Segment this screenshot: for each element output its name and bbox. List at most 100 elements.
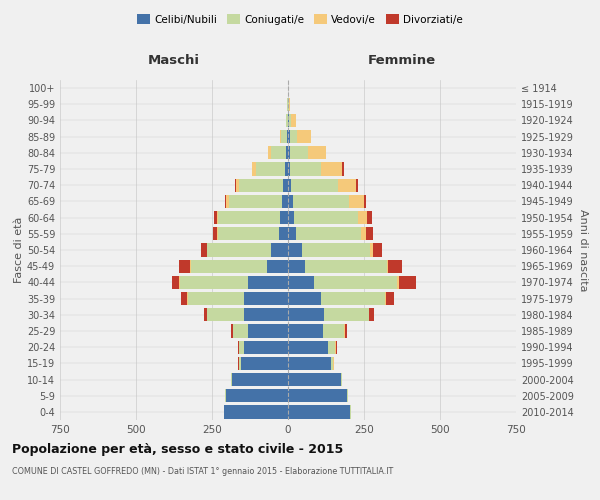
Bar bbox=[344, 324, 345, 338]
Y-axis label: Anni di nascita: Anni di nascita bbox=[578, 208, 587, 291]
Bar bbox=[361, 227, 367, 240]
Bar bbox=[367, 227, 373, 240]
Bar bbox=[387, 260, 388, 273]
Bar bbox=[238, 356, 239, 370]
Bar bbox=[280, 130, 281, 143]
Bar bbox=[181, 292, 187, 305]
Bar bbox=[238, 340, 239, 354]
Bar bbox=[293, 195, 349, 208]
Bar bbox=[288, 308, 325, 322]
Bar bbox=[308, 146, 326, 160]
Bar bbox=[285, 162, 288, 175]
Bar bbox=[288, 260, 305, 273]
Bar bbox=[368, 308, 369, 322]
Bar bbox=[179, 260, 190, 273]
Bar bbox=[314, 276, 397, 289]
Bar bbox=[244, 292, 288, 305]
Bar bbox=[281, 130, 287, 143]
Bar bbox=[225, 195, 226, 208]
Bar bbox=[297, 130, 311, 143]
Bar bbox=[288, 356, 331, 370]
Bar bbox=[288, 389, 347, 402]
Bar bbox=[369, 308, 374, 322]
Bar bbox=[253, 162, 256, 175]
Bar bbox=[207, 244, 208, 256]
Bar bbox=[256, 162, 285, 175]
Bar bbox=[279, 227, 288, 240]
Bar bbox=[288, 178, 291, 192]
Bar bbox=[290, 130, 297, 143]
Bar bbox=[288, 373, 341, 386]
Bar bbox=[322, 292, 385, 305]
Bar bbox=[267, 260, 288, 273]
Bar bbox=[235, 178, 236, 192]
Bar bbox=[231, 373, 232, 386]
Bar bbox=[338, 178, 356, 192]
Bar bbox=[280, 211, 288, 224]
Bar bbox=[373, 244, 382, 256]
Bar bbox=[288, 406, 350, 418]
Bar bbox=[296, 227, 361, 240]
Bar bbox=[288, 227, 296, 240]
Bar bbox=[225, 389, 226, 402]
Bar bbox=[283, 178, 288, 192]
Bar bbox=[187, 292, 188, 305]
Bar bbox=[288, 211, 294, 224]
Bar bbox=[288, 324, 323, 338]
Bar bbox=[212, 227, 217, 240]
Text: Popolazione per età, sesso e stato civile - 2015: Popolazione per età, sesso e stato civil… bbox=[12, 442, 343, 456]
Bar bbox=[385, 292, 386, 305]
Bar bbox=[287, 98, 288, 111]
Text: COMUNE DI CASTEL GOFFREDO (MN) - Dati ISTAT 1° gennaio 2015 - Elaborazione TUTTI: COMUNE DI CASTEL GOFFREDO (MN) - Dati IS… bbox=[12, 468, 393, 476]
Bar bbox=[229, 195, 282, 208]
Bar bbox=[239, 178, 283, 192]
Bar bbox=[321, 162, 342, 175]
Bar bbox=[386, 292, 394, 305]
Bar bbox=[290, 162, 321, 175]
Bar bbox=[172, 276, 179, 289]
Bar bbox=[291, 114, 296, 127]
Bar bbox=[288, 195, 293, 208]
Bar bbox=[179, 276, 180, 289]
Y-axis label: Fasce di età: Fasce di età bbox=[14, 217, 24, 283]
Bar bbox=[288, 114, 289, 127]
Bar bbox=[288, 244, 302, 256]
Bar bbox=[226, 195, 229, 208]
Bar bbox=[241, 356, 288, 370]
Bar bbox=[207, 308, 208, 322]
Bar bbox=[224, 406, 288, 418]
Bar bbox=[288, 146, 290, 160]
Bar bbox=[239, 356, 241, 370]
Bar bbox=[287, 130, 288, 143]
Bar bbox=[290, 146, 308, 160]
Bar bbox=[347, 389, 348, 402]
Bar bbox=[236, 178, 239, 192]
Bar bbox=[289, 98, 290, 111]
Bar bbox=[232, 373, 288, 386]
Bar bbox=[350, 406, 351, 418]
Bar bbox=[336, 340, 337, 354]
Bar bbox=[288, 162, 290, 175]
Bar bbox=[231, 324, 233, 338]
Bar bbox=[342, 162, 344, 175]
Bar bbox=[180, 276, 248, 289]
Bar bbox=[271, 146, 286, 160]
Bar bbox=[333, 356, 334, 370]
Bar bbox=[248, 276, 288, 289]
Bar bbox=[190, 260, 191, 273]
Bar bbox=[217, 227, 218, 240]
Bar bbox=[233, 324, 248, 338]
Bar bbox=[218, 227, 279, 240]
Bar bbox=[288, 130, 290, 143]
Bar bbox=[288, 276, 314, 289]
Bar bbox=[356, 178, 358, 192]
Bar bbox=[271, 244, 288, 256]
Bar bbox=[244, 340, 288, 354]
Bar bbox=[204, 308, 207, 322]
Bar bbox=[294, 211, 358, 224]
Bar bbox=[286, 146, 288, 160]
Bar bbox=[358, 211, 367, 224]
Text: Femmine: Femmine bbox=[368, 54, 436, 68]
Bar bbox=[288, 340, 328, 354]
Bar bbox=[325, 308, 368, 322]
